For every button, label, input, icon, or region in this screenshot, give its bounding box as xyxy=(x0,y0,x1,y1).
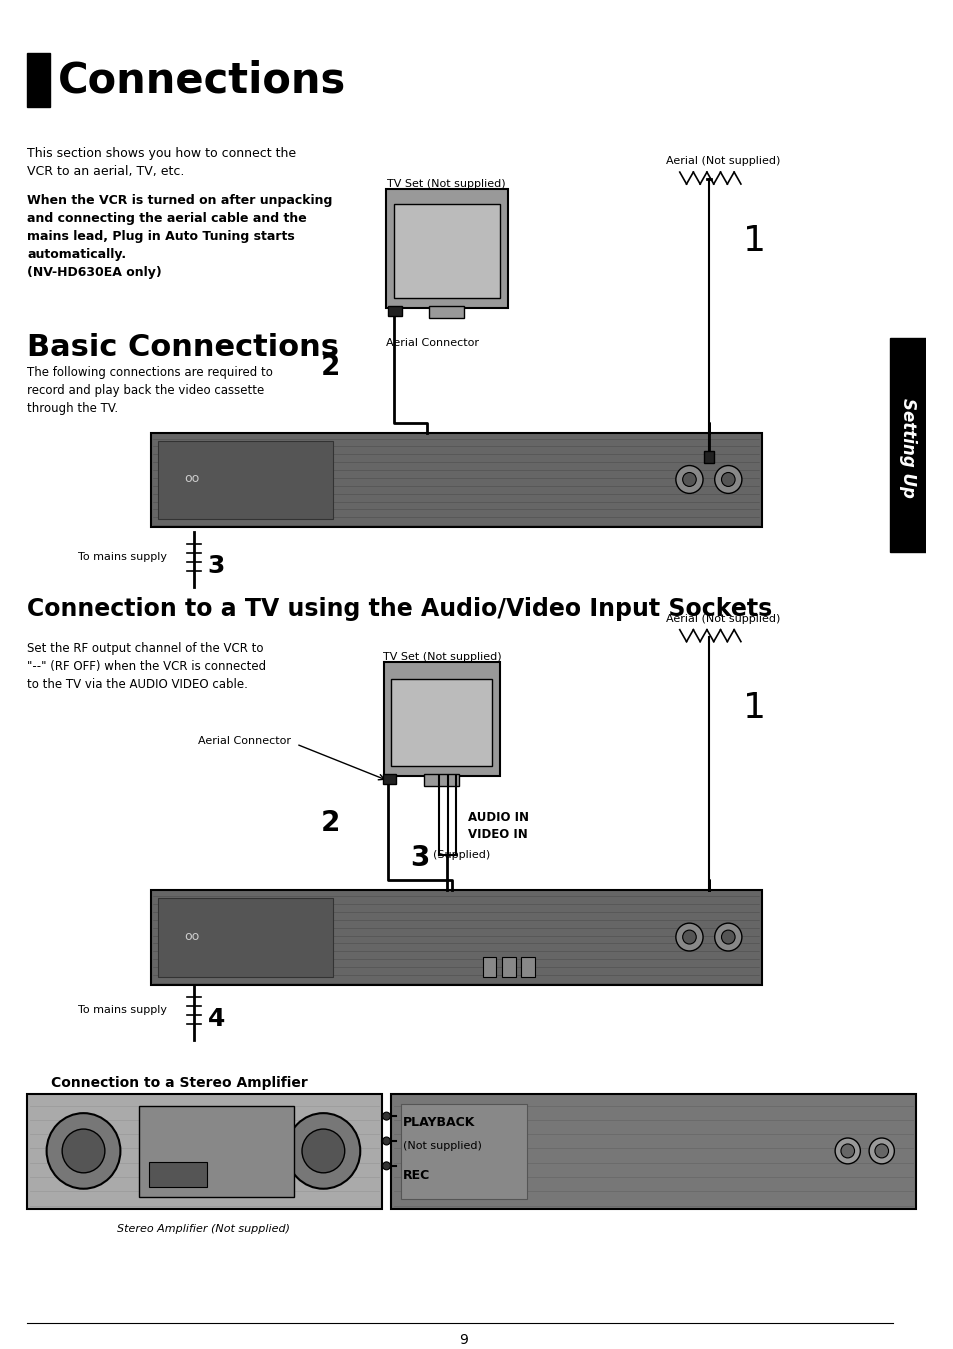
Text: To mains supply: To mains supply xyxy=(77,1005,167,1014)
Text: 2: 2 xyxy=(320,809,339,836)
Text: 2: 2 xyxy=(320,353,339,382)
Text: oo: oo xyxy=(184,929,199,943)
Text: This section shows you how to connect the
VCR to an aerial, TV, etc.: This section shows you how to connect th… xyxy=(28,147,296,178)
Bar xyxy=(501,956,516,977)
Circle shape xyxy=(874,1144,887,1157)
Circle shape xyxy=(714,923,741,951)
Bar xyxy=(388,306,401,316)
Bar xyxy=(158,441,333,519)
Text: AUDIO IN: AUDIO IN xyxy=(468,811,529,824)
Circle shape xyxy=(382,1161,390,1170)
Bar xyxy=(151,433,761,527)
Bar xyxy=(28,53,51,108)
Text: TV Set (Not supplied): TV Set (Not supplied) xyxy=(382,652,500,661)
Circle shape xyxy=(675,465,702,494)
Text: PLAYBACK: PLAYBACK xyxy=(402,1116,475,1129)
Bar xyxy=(28,1094,381,1209)
Bar xyxy=(521,956,535,977)
Text: TV Set (Not supplied): TV Set (Not supplied) xyxy=(387,179,505,189)
Circle shape xyxy=(382,1112,390,1120)
Text: When the VCR is turned on after unpacking
and connecting the aerial cable and th: When the VCR is turned on after unpackin… xyxy=(28,194,333,279)
Text: Stereo Amplifier (Not supplied): Stereo Amplifier (Not supplied) xyxy=(117,1224,290,1233)
Circle shape xyxy=(868,1139,893,1164)
Text: Connection to a Stereo Amplifier: Connection to a Stereo Amplifier xyxy=(51,1077,308,1090)
Text: (Supplied): (Supplied) xyxy=(433,850,490,859)
Circle shape xyxy=(720,472,735,487)
Text: Set the RF output channel of the VCR to
"--" (RF OFF) when the VCR is connected
: Set the RF output channel of the VCR to … xyxy=(28,642,266,691)
Text: Connection to a TV using the Audio/Video Input Sockets: Connection to a TV using the Audio/Video… xyxy=(28,596,772,621)
Circle shape xyxy=(286,1113,360,1188)
Text: Aerial (Not supplied): Aerial (Not supplied) xyxy=(665,156,780,166)
Bar xyxy=(149,1161,207,1187)
Text: 4: 4 xyxy=(208,1006,225,1031)
Circle shape xyxy=(682,929,696,944)
Bar xyxy=(400,1105,527,1199)
Text: Aerial Connector: Aerial Connector xyxy=(385,339,478,348)
Text: Setting Up: Setting Up xyxy=(898,398,916,498)
Bar xyxy=(429,306,464,318)
Text: 3: 3 xyxy=(410,843,429,871)
Circle shape xyxy=(47,1113,120,1188)
Text: Basic Connections: Basic Connections xyxy=(28,333,339,363)
Text: (Not supplied): (Not supplied) xyxy=(402,1141,481,1151)
Text: The following connections are required to
record and play back the video cassett: The following connections are required t… xyxy=(28,366,273,415)
Circle shape xyxy=(720,929,735,944)
Bar xyxy=(703,451,713,463)
Bar xyxy=(889,339,925,552)
Text: To mains supply: To mains supply xyxy=(77,552,167,563)
Text: 1: 1 xyxy=(742,691,765,726)
Bar xyxy=(482,956,496,977)
Text: 1: 1 xyxy=(742,224,765,258)
Circle shape xyxy=(382,1137,390,1145)
Bar xyxy=(383,661,499,776)
Text: 3: 3 xyxy=(208,554,225,579)
Text: oo: oo xyxy=(184,472,199,486)
Circle shape xyxy=(675,923,702,951)
Text: Aerial Connector: Aerial Connector xyxy=(198,737,291,746)
Bar xyxy=(139,1106,294,1197)
Bar xyxy=(386,189,507,309)
Circle shape xyxy=(302,1129,344,1172)
Text: REC: REC xyxy=(402,1168,430,1182)
Bar xyxy=(424,774,458,786)
Circle shape xyxy=(682,472,696,487)
Bar xyxy=(151,890,761,985)
Bar xyxy=(391,680,492,766)
Circle shape xyxy=(62,1129,105,1172)
Text: Aerial (Not supplied): Aerial (Not supplied) xyxy=(665,614,780,623)
Bar xyxy=(158,898,333,977)
Text: VIDEO IN: VIDEO IN xyxy=(468,828,527,840)
Bar xyxy=(382,774,395,784)
Bar xyxy=(391,1094,915,1209)
Bar xyxy=(394,204,499,298)
Circle shape xyxy=(714,465,741,494)
Circle shape xyxy=(834,1139,860,1164)
Circle shape xyxy=(840,1144,854,1157)
Text: 9: 9 xyxy=(458,1333,467,1348)
Text: Connections: Connections xyxy=(58,59,346,101)
